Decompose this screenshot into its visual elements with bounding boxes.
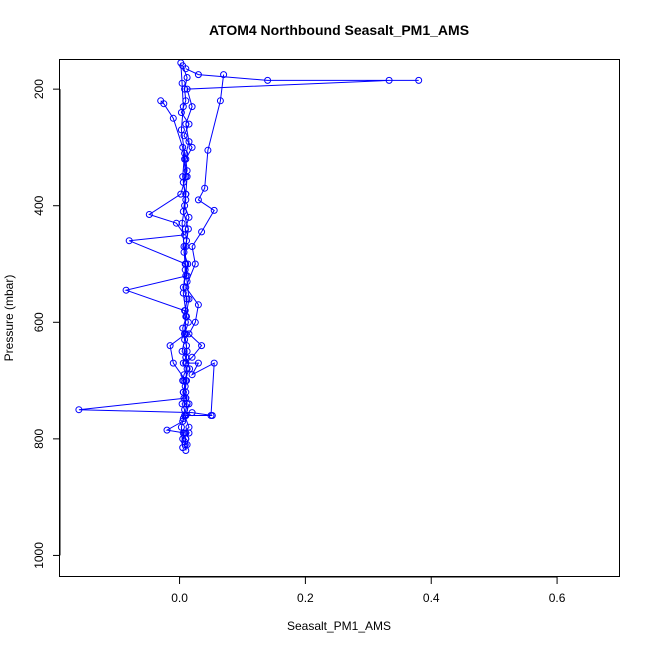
data-point	[179, 324, 187, 332]
data-point	[198, 228, 206, 236]
data-point	[179, 388, 187, 396]
series-line-3	[124, 100, 188, 393]
x-tick-label: 0.6	[549, 591, 566, 605]
data-point	[264, 76, 272, 84]
data-point	[182, 65, 190, 73]
data-point	[181, 266, 189, 274]
data-point	[194, 71, 202, 79]
y-tick-label: 800	[32, 429, 46, 449]
data-point	[185, 429, 193, 437]
data-point	[385, 76, 393, 84]
data-point	[185, 330, 193, 338]
y-tick-label: 200	[32, 79, 46, 99]
data-point	[185, 138, 193, 146]
data-point	[183, 85, 191, 93]
data-point	[178, 347, 186, 355]
data-point	[178, 400, 186, 408]
data-point	[191, 318, 199, 326]
data-point	[160, 100, 168, 108]
data-point	[188, 371, 196, 379]
data-point	[180, 243, 188, 250]
data-point	[177, 60, 185, 67]
data-point	[191, 260, 199, 268]
data-point	[169, 359, 177, 367]
data-point	[145, 211, 153, 218]
data-point	[183, 365, 191, 373]
data-point	[178, 79, 186, 87]
chart-title: ATOM4 Northbound Seasalt_PM1_AMS	[209, 22, 469, 38]
data-point	[208, 412, 216, 419]
data-point	[177, 190, 185, 198]
data-point	[194, 301, 202, 309]
data-point	[188, 243, 196, 250]
data-point	[178, 219, 186, 227]
data-point	[169, 114, 177, 122]
data-point	[125, 237, 133, 245]
data-point	[179, 359, 187, 367]
data-point	[181, 231, 189, 239]
data-point	[415, 76, 423, 84]
series-line-4	[184, 74, 225, 416]
data-point	[184, 225, 192, 233]
data-point	[185, 295, 193, 303]
data-point	[179, 377, 187, 385]
data-point	[182, 353, 190, 361]
y-tick-label: 600	[32, 312, 46, 332]
y-tick-label: 400	[32, 195, 46, 215]
data-point	[198, 342, 206, 350]
y-tick-label: 1000	[32, 542, 46, 569]
data-point	[185, 400, 193, 408]
data-point	[182, 394, 190, 402]
data-point	[183, 313, 190, 320]
data-point	[216, 97, 224, 105]
data-point	[182, 120, 190, 128]
data-point	[182, 196, 190, 204]
data-point	[75, 406, 83, 414]
data-point	[179, 415, 187, 422]
data-point	[201, 184, 209, 192]
data-point	[183, 74, 191, 81]
x-axis-label: Seasalt_PM1_AMS	[287, 619, 391, 633]
data-point	[177, 423, 185, 431]
data-point	[194, 359, 202, 367]
data-point	[179, 289, 187, 297]
x-axis: 0.0 0.2 0.4 0.6	[171, 576, 566, 605]
x-tick-label: 0.4	[423, 591, 440, 605]
data-point	[188, 409, 196, 417]
data-point	[182, 283, 190, 291]
data-point	[204, 146, 212, 154]
data-point	[122, 286, 130, 294]
data-point	[179, 173, 187, 181]
data-point	[220, 71, 228, 79]
data-point	[210, 359, 218, 367]
data-point	[181, 149, 189, 157]
data-point	[188, 103, 196, 111]
y-axis-label: Pressure (mbar)	[2, 275, 16, 362]
x-tick-label: 0.0	[171, 591, 188, 605]
x-tick-label: 0.2	[297, 591, 314, 605]
data-point	[210, 206, 218, 214]
data-point	[194, 196, 202, 204]
data-point	[179, 103, 187, 111]
data-point	[177, 126, 185, 134]
data-point	[180, 132, 188, 140]
data-point	[188, 143, 196, 151]
data-point	[166, 342, 174, 350]
data-point	[179, 444, 187, 452]
y-axis: 200 400 600 800 1000	[32, 79, 61, 569]
data-point	[163, 426, 171, 434]
data-point	[181, 336, 189, 344]
data-point	[185, 213, 193, 221]
series-layer	[75, 60, 423, 454]
data-point	[181, 406, 189, 414]
